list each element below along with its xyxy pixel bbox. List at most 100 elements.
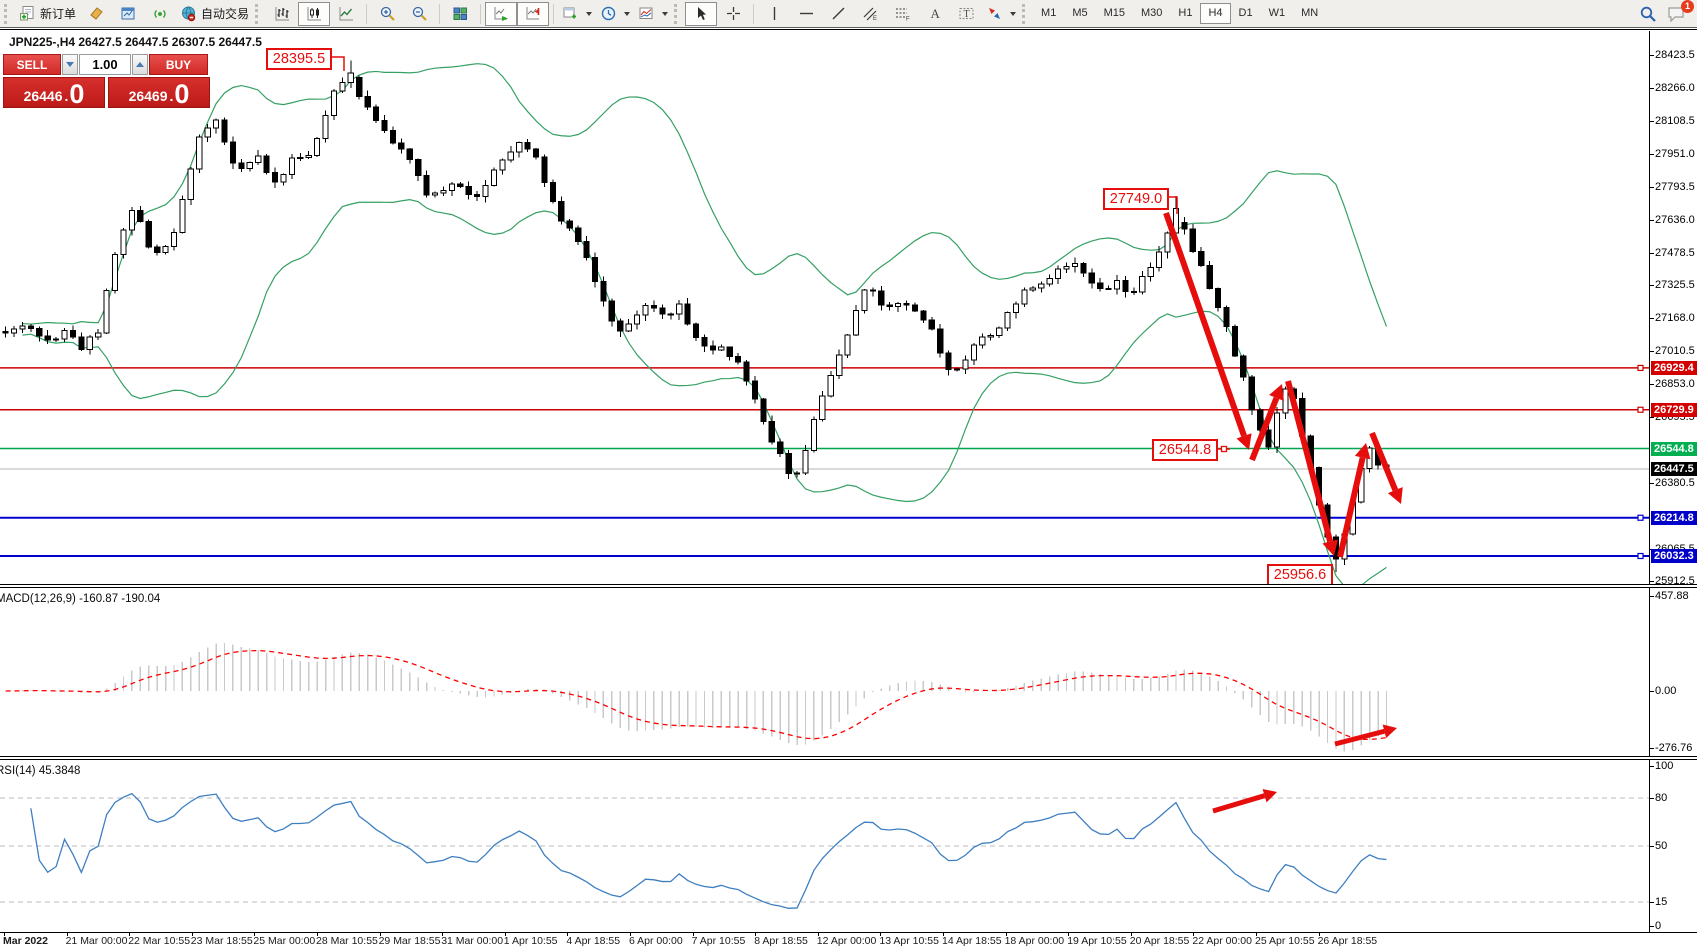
- trend-arrow-annotation[interactable]: [1285, 380, 1338, 556]
- timeframe-m15-button[interactable]: M15: [1103, 7, 1125, 19]
- toolbar-separator: [553, 3, 555, 24]
- vertical-line-tool[interactable]: [758, 2, 790, 26]
- signals-button[interactable]: [144, 2, 176, 26]
- axis-tick: [1130, 933, 1132, 936]
- buy-button[interactable]: BUY: [149, 54, 208, 75]
- search-icon[interactable]: [1639, 5, 1657, 23]
- chart-shift-button[interactable]: [517, 1, 550, 26]
- price-annotation-box[interactable]: 26544.8: [1152, 439, 1218, 461]
- price-axis-label: 26380.5: [1655, 477, 1695, 489]
- time-axis-label: 29 Mar 18:55: [378, 935, 441, 947]
- macd-axis-label: -276.76: [1655, 742, 1693, 755]
- line-chart-button[interactable]: [330, 2, 362, 26]
- line-handle[interactable]: [1637, 552, 1644, 560]
- zoom-out-button[interactable]: [403, 2, 435, 26]
- text-label-tool[interactable]: T: [950, 2, 982, 26]
- time-axis-label: 28 Mar 10:55: [316, 935, 378, 947]
- pane-resize-divider[interactable]: [0, 584, 1697, 588]
- trend-arrow-annotation[interactable]: [1249, 384, 1284, 462]
- trend-arrow-annotation[interactable]: [1369, 431, 1403, 504]
- annotation-handle[interactable]: [1220, 445, 1228, 453]
- one-click-trading-panel: SELL 1.00 BUY 26446. 0 26469. 0: [3, 54, 210, 108]
- timeframe-h1-button[interactable]: H1: [1178, 7, 1193, 19]
- crosshair-icon: [725, 5, 742, 22]
- zoom-in-icon: [379, 5, 396, 22]
- line-handle[interactable]: [1637, 406, 1644, 413]
- toolbar: 新订单 自动交易 E F A T M1 M5 M15 M30 H1 H4 D1 W1 MN 1: [0, 0, 1697, 28]
- macd-axis-label: 0.00: [1655, 685, 1677, 697]
- new-order-button[interactable]: 新订单: [15, 2, 80, 26]
- indicators-button[interactable]: [634, 2, 672, 26]
- time-axis-label: Mar 2022: [3, 935, 48, 947]
- axis-tick: [1068, 933, 1070, 936]
- candlestick-chart[interactable]: [0, 31, 1649, 584]
- macd-arrow-annotation[interactable]: [1334, 724, 1397, 747]
- auto-scroll-button[interactable]: [485, 1, 518, 26]
- trendline-tool[interactable]: [822, 2, 854, 26]
- macd-pane[interactable]: MACD(12,26,9) -160.87 -190.04: [0, 588, 1649, 756]
- price-chart-pane[interactable]: JPN225-,H4 26427.5 26447.5 26307.5 26447…: [0, 31, 1649, 586]
- sell-price-display[interactable]: 26446. 0: [3, 77, 105, 108]
- price-annotation-box[interactable]: 25956.6: [1267, 564, 1333, 586]
- price-level-tag: 26214.8: [1651, 510, 1697, 525]
- timeframe-m5-button[interactable]: M5: [1072, 7, 1088, 19]
- timeframe-m30-button[interactable]: M30: [1141, 7, 1163, 19]
- periods-button[interactable]: [596, 2, 634, 26]
- horizontal-line-tool[interactable]: [790, 2, 822, 26]
- rsi-arrow-annotation[interactable]: [1212, 788, 1277, 814]
- axis-tick: [1650, 798, 1654, 799]
- bar-chart-button[interactable]: [266, 2, 298, 26]
- rsi-axis-label: 0: [1655, 920, 1662, 932]
- macd-chart[interactable]: [0, 588, 1649, 756]
- pane-resize-divider[interactable]: [0, 756, 1697, 760]
- svg-text:E: E: [873, 16, 877, 22]
- timeframe-w1-button[interactable]: W1: [1268, 7, 1286, 19]
- equidistant-channel-tool[interactable]: E: [854, 2, 886, 26]
- time-axis-label: 8 Apr 18:55: [754, 935, 808, 947]
- price-axis-label: 27478.5: [1655, 246, 1695, 259]
- tile-windows-icon: [452, 5, 469, 22]
- rsi-chart[interactable]: [0, 760, 1649, 932]
- time-axis-label: 22 Mar 10:55: [128, 935, 191, 947]
- auto-scroll-icon: [493, 5, 510, 22]
- trend-arrow-annotation[interactable]: [1163, 212, 1252, 450]
- market-watch-button[interactable]: [112, 2, 144, 26]
- price-annotation-box[interactable]: 27749.0: [1103, 188, 1169, 210]
- volume-decrease-button[interactable]: [62, 54, 78, 75]
- channel-icon: E: [862, 5, 879, 22]
- timeframe-mn-button[interactable]: MN: [1301, 7, 1319, 19]
- sell-button[interactable]: SELL: [3, 54, 61, 75]
- line-handle[interactable]: [1637, 514, 1644, 521]
- text-tool[interactable]: A: [918, 2, 950, 26]
- arrows-tool[interactable]: [982, 2, 1020, 26]
- volume-input[interactable]: 1.00: [79, 54, 131, 75]
- timeframe-d1-button[interactable]: D1: [1238, 7, 1253, 19]
- tile-windows-button[interactable]: [444, 2, 476, 26]
- timeframe-h4-button[interactable]: H4: [1200, 3, 1231, 24]
- volume-increase-button[interactable]: [132, 54, 148, 75]
- cursor-tool-button[interactable]: [685, 1, 718, 26]
- new-chart-button[interactable]: [558, 2, 596, 26]
- auto-trading-button[interactable]: 自动交易: [176, 2, 253, 26]
- axis-tick: [1193, 933, 1195, 936]
- toolbar-grip: [255, 3, 262, 24]
- crosshair-tool-button[interactable]: [717, 2, 749, 26]
- zoom-in-button[interactable]: [371, 2, 403, 26]
- axis-tick: [191, 933, 193, 936]
- rsi-pane[interactable]: RSI(14) 45.3848: [0, 760, 1649, 932]
- fibonacci-tool[interactable]: F: [886, 2, 918, 26]
- chat-notifications-button[interactable]: 1: [1667, 0, 1694, 23]
- toolbar-separator: [366, 3, 368, 24]
- timeframe-m1-button[interactable]: M1: [1041, 7, 1057, 19]
- eraser-button[interactable]: [80, 2, 112, 26]
- axis-tick: [1318, 933, 1320, 936]
- time-axis-label: 13 Apr 10:55: [879, 935, 939, 947]
- price-axis[interactable]: 28423.5 28266.0 28108.5 27951.0 27793.5 27636…: [1649, 31, 1697, 932]
- trend-arrow-annotation[interactable]: [1337, 443, 1371, 558]
- time-axis[interactable]: Mar 2022 21 Mar 00:00 22 Mar 10:55 23 Mar 1…: [0, 932, 1697, 947]
- price-annotation-box[interactable]: 28395.5: [266, 48, 332, 70]
- axis-tick: [1650, 926, 1654, 927]
- buy-price-display[interactable]: 26469. 0: [108, 77, 210, 108]
- line-handle[interactable]: [1637, 364, 1644, 372]
- candlestick-chart-button[interactable]: [298, 1, 331, 26]
